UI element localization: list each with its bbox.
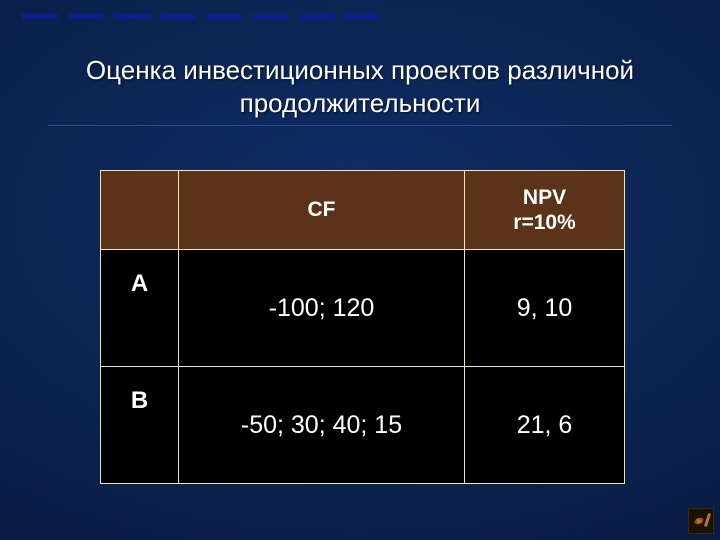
row-b-cf: -50; 30; 40; 15 — [179, 367, 465, 484]
slide-title: Оценка инвестиционных проектов различной… — [0, 54, 720, 119]
title-underline — [48, 125, 672, 126]
row-a-cf: -100; 120 — [179, 250, 465, 367]
row-label-a: А — [101, 250, 179, 367]
top-dash-row — [22, 14, 380, 19]
header-npv-line1: NPV — [523, 186, 566, 209]
table-row: А -100; 120 9, 10 — [101, 250, 625, 367]
decorative-corner-icon — [688, 508, 714, 534]
header-cf: CF — [179, 171, 465, 250]
table-row: В -50; 30; 40; 15 21, 6 — [101, 367, 625, 484]
table-header-row: CF NPV r=10% — [101, 171, 625, 250]
dash-icon — [160, 14, 196, 19]
header-blank — [101, 171, 179, 250]
dash-icon — [206, 14, 242, 19]
header-npv: NPV r=10% — [465, 171, 625, 250]
title-line-1: Оценка инвестиционных проектов различной — [86, 55, 634, 85]
row-a-npv: 9, 10 — [465, 250, 625, 367]
dash-icon — [114, 14, 150, 19]
row-label-b: В — [101, 367, 179, 484]
header-npv-line2: r=10% — [513, 211, 575, 234]
projects-table: CF NPV r=10% А -100; 120 9, 10 В -50; 30… — [100, 170, 625, 484]
slide: Оценка инвестиционных проектов различной… — [0, 0, 720, 540]
dash-icon — [344, 14, 380, 19]
row-b-npv: 21, 6 — [465, 367, 625, 484]
dash-icon — [68, 14, 104, 19]
dash-icon — [22, 14, 58, 19]
title-line-2: продолжительности — [240, 88, 481, 118]
dash-icon — [252, 14, 288, 19]
dash-icon — [298, 14, 334, 19]
